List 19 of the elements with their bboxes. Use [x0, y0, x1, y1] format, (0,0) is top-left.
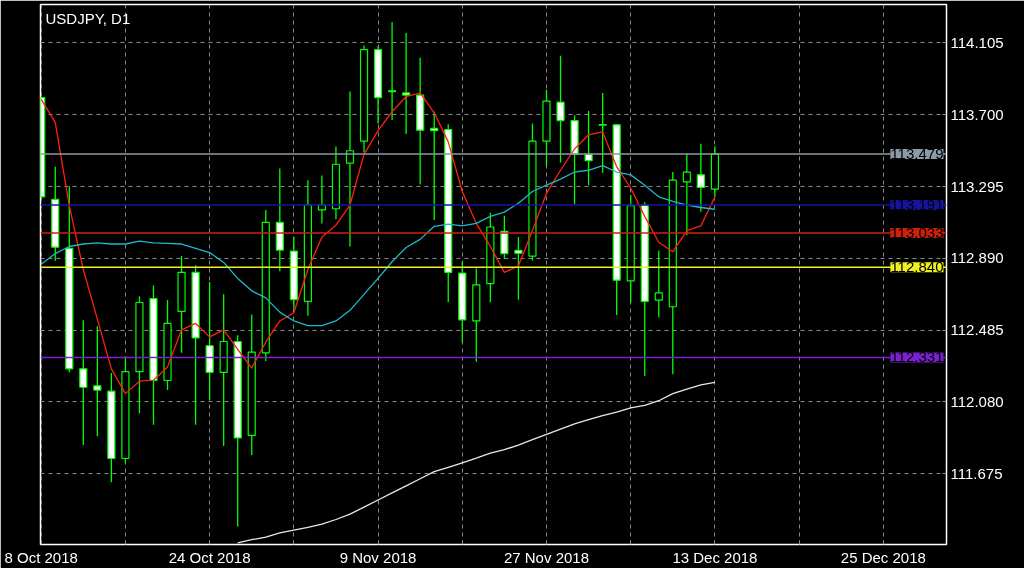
ref-line-label: 112.840: [890, 258, 944, 276]
x-tick-label: 27 Nov 2018: [503, 548, 590, 566]
ref-line-label: 113.191: [890, 196, 944, 214]
ref-line-label: 113.479: [890, 144, 944, 162]
ref-line-label: 112.331: [890, 348, 944, 366]
y-tick-label: 112.485: [950, 321, 1004, 339]
y-tick-label: 113.700: [950, 105, 1004, 123]
y-tick-label: 112.890: [950, 249, 1004, 267]
x-tick-label: 8 Oct 2018: [4, 548, 78, 566]
x-tick-label: 13 Dec 2018: [672, 548, 758, 566]
y-tick-label: 113.295: [950, 177, 1004, 195]
x-tick-label: 9 Nov 2018: [339, 548, 417, 566]
y-tick-label: 111.675: [950, 464, 1003, 482]
x-tick-label: 24 Oct 2018: [168, 548, 251, 566]
x-tick-label: 25 Dec 2018: [840, 548, 926, 566]
y-tick-label: 112.080: [950, 392, 1004, 410]
chart-title: USDJPY, D1: [45, 9, 131, 27]
y-tick-label: 114.105: [950, 33, 1004, 51]
ref-line-label: 113.033: [890, 224, 944, 242]
